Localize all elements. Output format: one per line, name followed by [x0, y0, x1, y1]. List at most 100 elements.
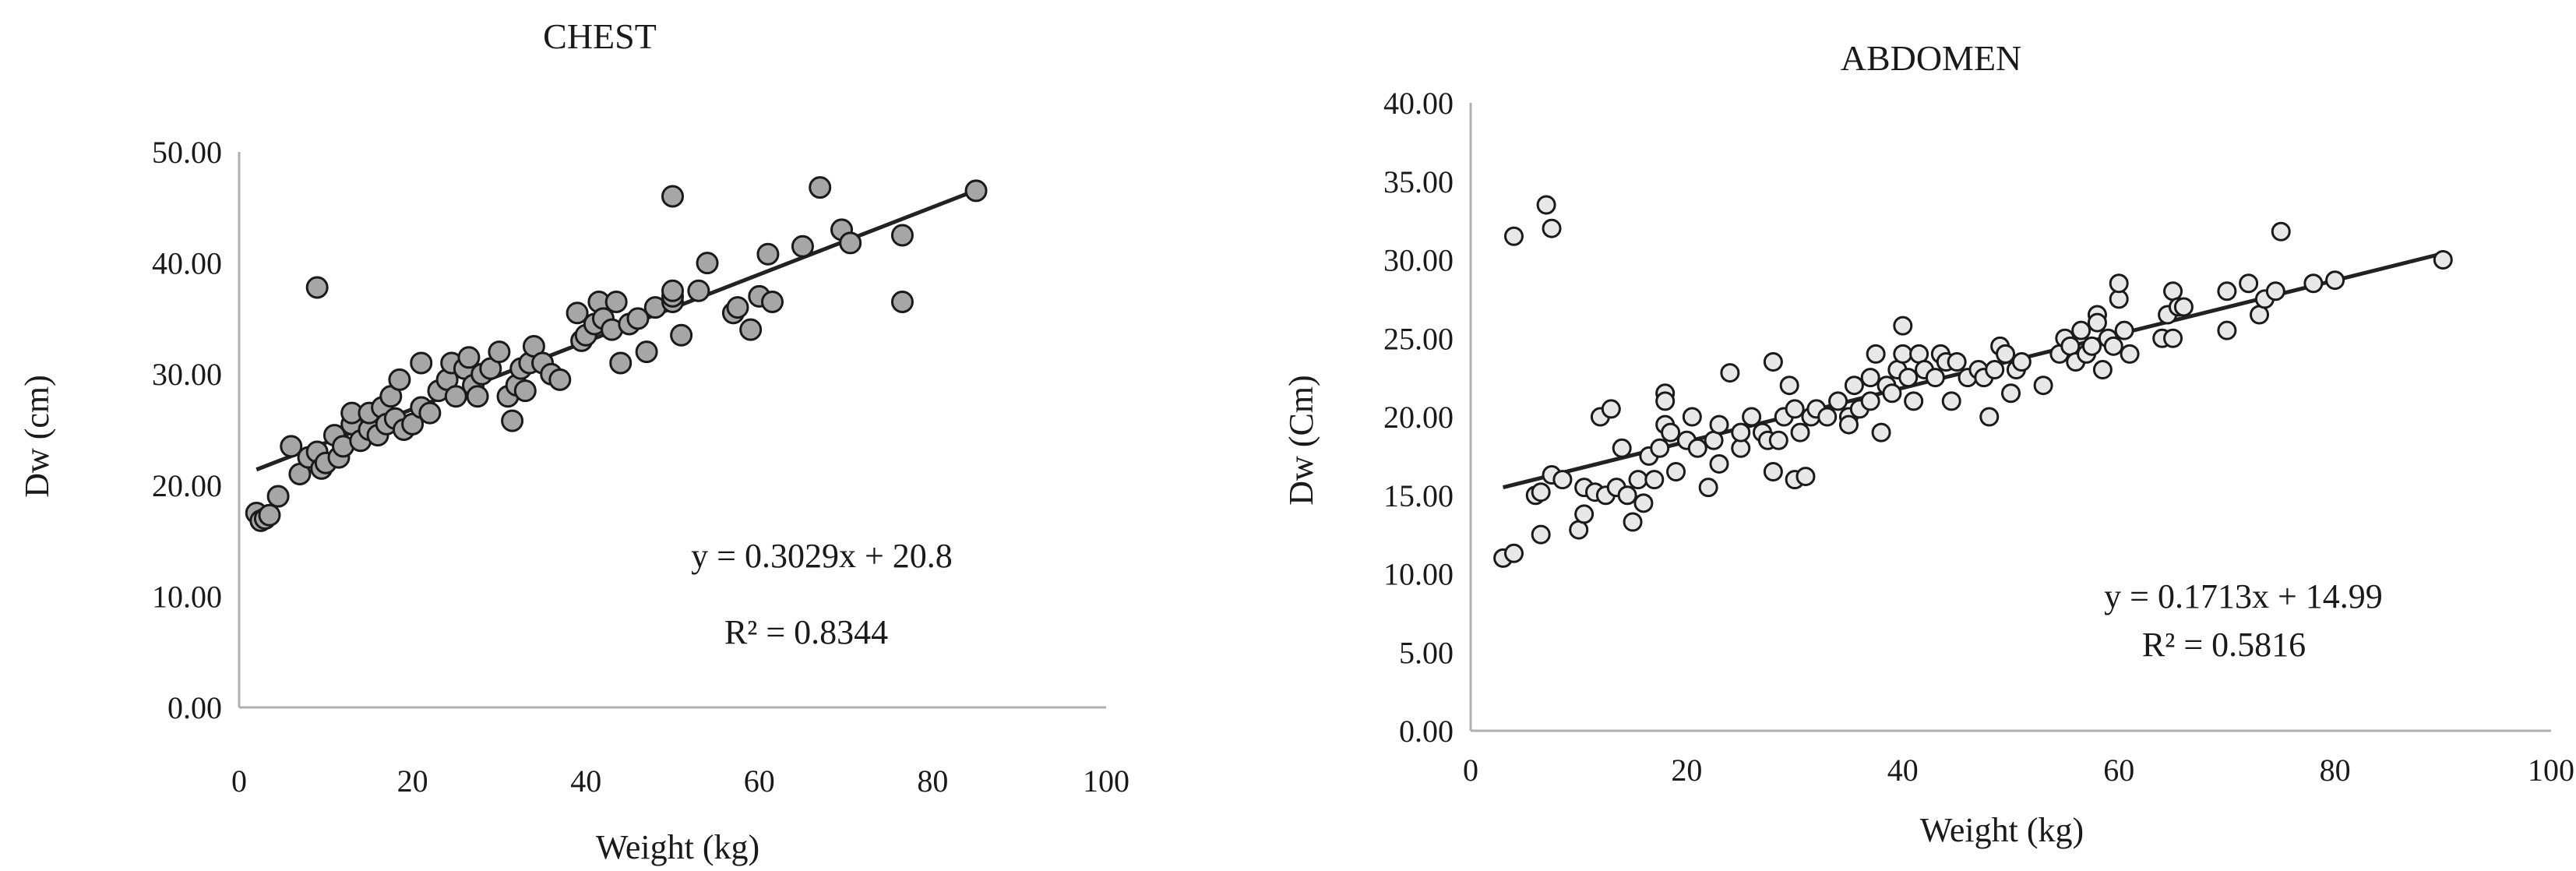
abdomen-data-point	[1860, 391, 1880, 411]
chest-chart-title: CHEST	[543, 16, 657, 56]
abdomen-data-point	[1531, 482, 1551, 503]
abdomen-data-point	[1552, 470, 1573, 490]
abdomen-data-point	[2033, 376, 2053, 396]
abdomen-data-point	[1633, 493, 1654, 513]
chest-data-point	[756, 242, 780, 266]
abdomen-data-point	[1893, 316, 1913, 336]
chest-y-tick-label: 50.00	[152, 135, 222, 170]
abdomen-y-tick-label: 20.00	[1383, 400, 1454, 435]
abdomen-data-point	[2120, 344, 2140, 364]
abdomen-y-tick-label: 15.00	[1383, 478, 1454, 513]
abdomen-y-tick-labels: 0.00 5.00 10.00 15.00 20.00 25.00 30.00 35.00 40…	[1383, 86, 1454, 749]
abdomen-data-point	[1601, 399, 1621, 419]
abdomen-data-point	[1904, 391, 1924, 411]
abdomen-data-point	[1941, 391, 1961, 411]
chest-data-point	[609, 351, 633, 375]
abdomen-data-point	[1503, 226, 1524, 246]
abdomen-x-tick-label: 0	[1463, 753, 1478, 788]
abdomen-y-axis-label: Dw (Cm)	[1282, 375, 1320, 505]
abdomen-y-tick-label: 5.00	[1399, 635, 1454, 670]
abdomen-data-point	[1709, 453, 1729, 474]
abdomen-data-point	[1779, 376, 1799, 396]
abdomen-data-point	[2011, 351, 2032, 372]
chest-data-point	[635, 340, 658, 364]
chest-y-tick-label: 20.00	[152, 468, 222, 503]
abdomen-data-point	[1682, 407, 1702, 427]
chest-data-point	[280, 435, 303, 458]
chest-data-point	[791, 235, 814, 258]
abdomen-data-point	[1503, 543, 1524, 563]
abdomen-data-point	[1893, 344, 1913, 364]
abdomen-data-point	[1628, 470, 1648, 490]
chest-data-point	[501, 409, 524, 432]
abdomen-data-point	[1947, 351, 1967, 372]
abdomen-data-point	[2265, 281, 2285, 302]
chest-y-tick-label: 40.00	[152, 246, 222, 281]
abdomen-y-tick-label: 10.00	[1383, 557, 1454, 592]
chest-data-point	[626, 307, 650, 330]
abdomen-data-point	[1828, 391, 1848, 411]
abdomen-data-point	[2087, 312, 2107, 333]
abdomen-data-point	[1763, 462, 1783, 482]
chest-r-squared: R² = 0.8344	[724, 613, 888, 651]
abdomen-data-point	[1720, 363, 1740, 383]
abdomen-data-point	[1531, 524, 1551, 545]
abdomen-data-point	[1666, 462, 1686, 482]
abdomen-data-point	[1617, 485, 1637, 506]
abdomen-data-point	[2173, 297, 2194, 317]
abdomen-data-point	[1763, 351, 1783, 372]
abdomen-data-point	[2271, 221, 2291, 242]
chest-y-tick-label: 10.00	[152, 579, 222, 614]
chest-data-point	[388, 368, 411, 391]
abdomen-data-point	[1898, 368, 1919, 388]
abdomen-data-point	[1871, 422, 1891, 443]
abdomen-data-point	[1844, 376, 1864, 396]
chest-data-points	[245, 176, 988, 532]
chest-data-point	[661, 185, 684, 208]
abdomen-data-point	[1542, 218, 1562, 238]
chest-data-point	[258, 503, 281, 527]
abdomen-chart: ABDOMEN 0.00 5.00 10.00 15.00 20.00 25.00 30.0…	[1282, 38, 2574, 849]
abdomen-data-point	[1985, 360, 2005, 380]
chest-data-point	[726, 296, 749, 319]
chest-data-point	[809, 176, 832, 199]
chest-data-point	[444, 385, 467, 408]
chest-data-point	[513, 379, 537, 403]
abdomen-data-point	[1687, 438, 1707, 458]
abdomen-data-point	[2082, 336, 2102, 356]
abdomen-data-point	[1817, 407, 1838, 427]
abdomen-y-tick-label: 35.00	[1383, 164, 1454, 199]
chest-chart: CHEST 0.00 10.00 20.00 30.00 40.00 50.00 0 20 4…	[18, 16, 1129, 866]
abdomen-data-point	[1866, 344, 1886, 364]
chest-x-tick-label: 60	[744, 763, 775, 799]
chest-data-point	[457, 346, 481, 369]
abdomen-data-point	[1795, 467, 1816, 487]
chest-data-point	[890, 291, 914, 314]
chest-data-point	[696, 252, 719, 275]
abdomen-y-tick-label: 25.00	[1383, 321, 1454, 356]
abdomen-data-points	[1493, 195, 2453, 568]
abdomen-data-point	[2114, 320, 2134, 340]
abdomen-r-squared: R² = 0.5816	[2142, 626, 2306, 664]
abdomen-data-point	[1731, 422, 1751, 443]
chest-data-point	[418, 401, 442, 425]
abdomen-x-tick-labels: 0 20 40 60 80 100	[1463, 753, 2574, 788]
abdomen-data-point	[1612, 438, 1632, 458]
chest-x-tick-label: 0	[231, 763, 247, 799]
abdomen-chart-title: ABDOMEN	[1841, 38, 2022, 78]
abdomen-data-point	[2217, 281, 2237, 302]
abdomen-data-point	[2163, 328, 2183, 348]
abdomen-regression-equation: y = 0.1713x + 14.99	[2104, 577, 2383, 615]
abdomen-data-point	[1996, 344, 2016, 364]
chest-x-tick-label: 80	[917, 763, 948, 799]
abdomen-data-point	[1536, 195, 1556, 215]
abdomen-data-point	[1655, 391, 1676, 411]
chest-data-point	[839, 231, 862, 255]
chest-y-tick-labels: 0.00 10.00 20.00 30.00 40.00 50.00	[152, 135, 222, 725]
chest-y-axis-label: Dw (cm)	[18, 375, 56, 498]
abdomen-data-point	[1698, 478, 1718, 498]
abdomen-data-point	[1650, 438, 1670, 458]
abdomen-data-point	[1742, 407, 1762, 427]
abdomen-data-point	[1709, 414, 1729, 435]
